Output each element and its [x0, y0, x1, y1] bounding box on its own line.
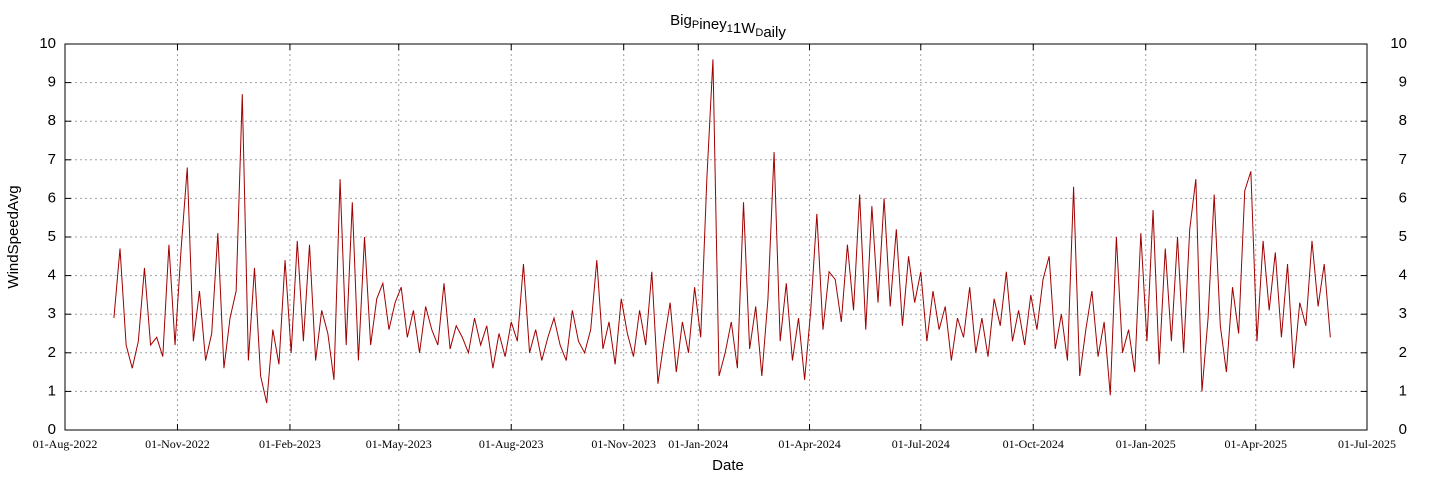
- x-tick-label: 01-Apr-2024: [778, 437, 840, 451]
- y2-tick-label: 4: [1399, 267, 1407, 284]
- y2-tick-label: 10: [1390, 35, 1407, 52]
- y-tick-label: 5: [48, 228, 56, 245]
- data-line: [113, 59, 1331, 404]
- x-tick-label: 01-Nov-2023: [591, 437, 656, 451]
- y-tick-label: 0: [48, 421, 56, 438]
- y-axis-label: WindSpeedAvg: [5, 185, 22, 288]
- y2-tick-label: 3: [1399, 305, 1407, 322]
- y2-tick-label: 0: [1399, 421, 1407, 438]
- y-tick-label: 3: [48, 305, 56, 322]
- y2-tick-label: 9: [1399, 74, 1407, 91]
- x-tick-label: 01-Jan-2025: [1116, 437, 1176, 451]
- y-tick-label: 10: [39, 35, 56, 52]
- y2-tick-label: 5: [1399, 228, 1407, 245]
- plot-frame: [64, 43, 1368, 431]
- y2-tick-label: 7: [1399, 151, 1407, 168]
- x-tick-label: 01-Feb-2023: [259, 437, 321, 451]
- y2-tick-label: 8: [1399, 112, 1407, 129]
- y2-tick-label: 1: [1399, 382, 1407, 399]
- chart-title: BigPiney11WDaily: [670, 12, 786, 41]
- y-tick-label: 2: [48, 344, 56, 361]
- y2-tick-label: 2: [1399, 344, 1407, 361]
- x-tick-label: 01-Jul-2024: [892, 437, 950, 451]
- x-tick-label: 01-Nov-2022: [145, 437, 210, 451]
- x-tick-label: 01-Aug-2023: [479, 437, 544, 451]
- x-axis-label: Date: [712, 457, 744, 474]
- x-tick-label: 01-Aug-2022: [33, 437, 98, 451]
- y-tick-label: 4: [48, 267, 56, 284]
- x-tick-label: 01-Apr-2025: [1225, 437, 1287, 451]
- x-tick-label: 01-Oct-2024: [1003, 437, 1064, 451]
- y-tick-label: 7: [48, 151, 56, 168]
- x-tick-label: 01-Jan-2024: [668, 437, 728, 451]
- x-tick-label: 01-May-2023: [366, 437, 432, 451]
- y-tick-label: 8: [48, 112, 56, 129]
- x-tick-label: 01-Jul-2025: [1338, 437, 1396, 451]
- y-tick-label: 1: [48, 382, 56, 399]
- y2-tick-label: 6: [1399, 189, 1407, 206]
- y-tick-label: 6: [48, 189, 56, 206]
- y-tick-label: 9: [48, 74, 56, 91]
